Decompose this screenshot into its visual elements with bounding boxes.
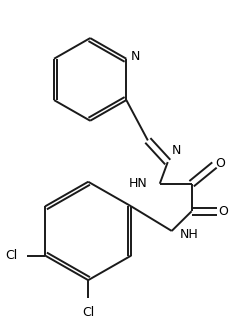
Text: O: O xyxy=(215,156,225,170)
Text: O: O xyxy=(219,205,228,218)
Text: N: N xyxy=(130,50,140,63)
Text: Cl: Cl xyxy=(82,306,94,319)
Text: Cl: Cl xyxy=(5,249,17,262)
Text: HN: HN xyxy=(129,177,148,190)
Text: N: N xyxy=(172,144,181,157)
Text: NH: NH xyxy=(180,228,198,242)
